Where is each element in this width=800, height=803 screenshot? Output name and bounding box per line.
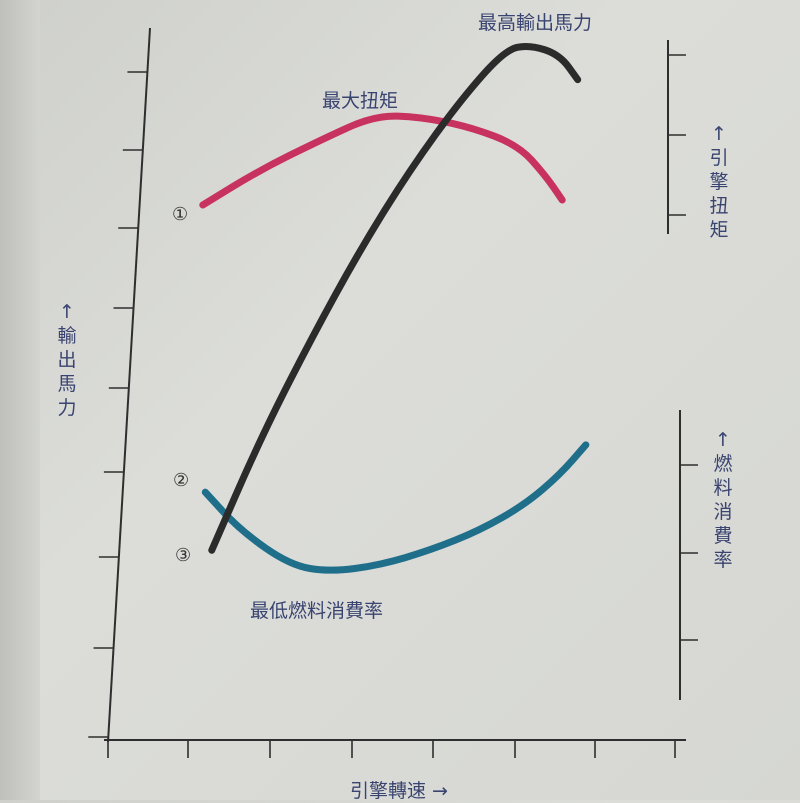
y-axis-left: [107, 27, 151, 743]
page-edge: [0, 0, 40, 800]
label-max-torque: 最大扭矩: [322, 90, 399, 112]
x-axis-label: 引擎轉速 →: [350, 780, 448, 802]
series-line-3: [208, 42, 582, 554]
y-axis-torque-label: ↑ 引擎扭矩: [709, 123, 729, 241]
label-min-fuel: 最低燃料消費率: [250, 600, 384, 622]
marker-2: ②: [173, 470, 190, 491]
marker-1: ①: [172, 204, 189, 225]
series-line-2: [201, 441, 590, 574]
marker-3: ③: [175, 545, 192, 566]
series-line-1: [199, 112, 566, 209]
y-axis-left-label: ↑ 輸出馬力: [57, 301, 77, 419]
label-max-power: 最高輸出馬力: [478, 12, 593, 34]
y-axis-fuel-label: ↑ 燃料消費率: [713, 429, 733, 571]
